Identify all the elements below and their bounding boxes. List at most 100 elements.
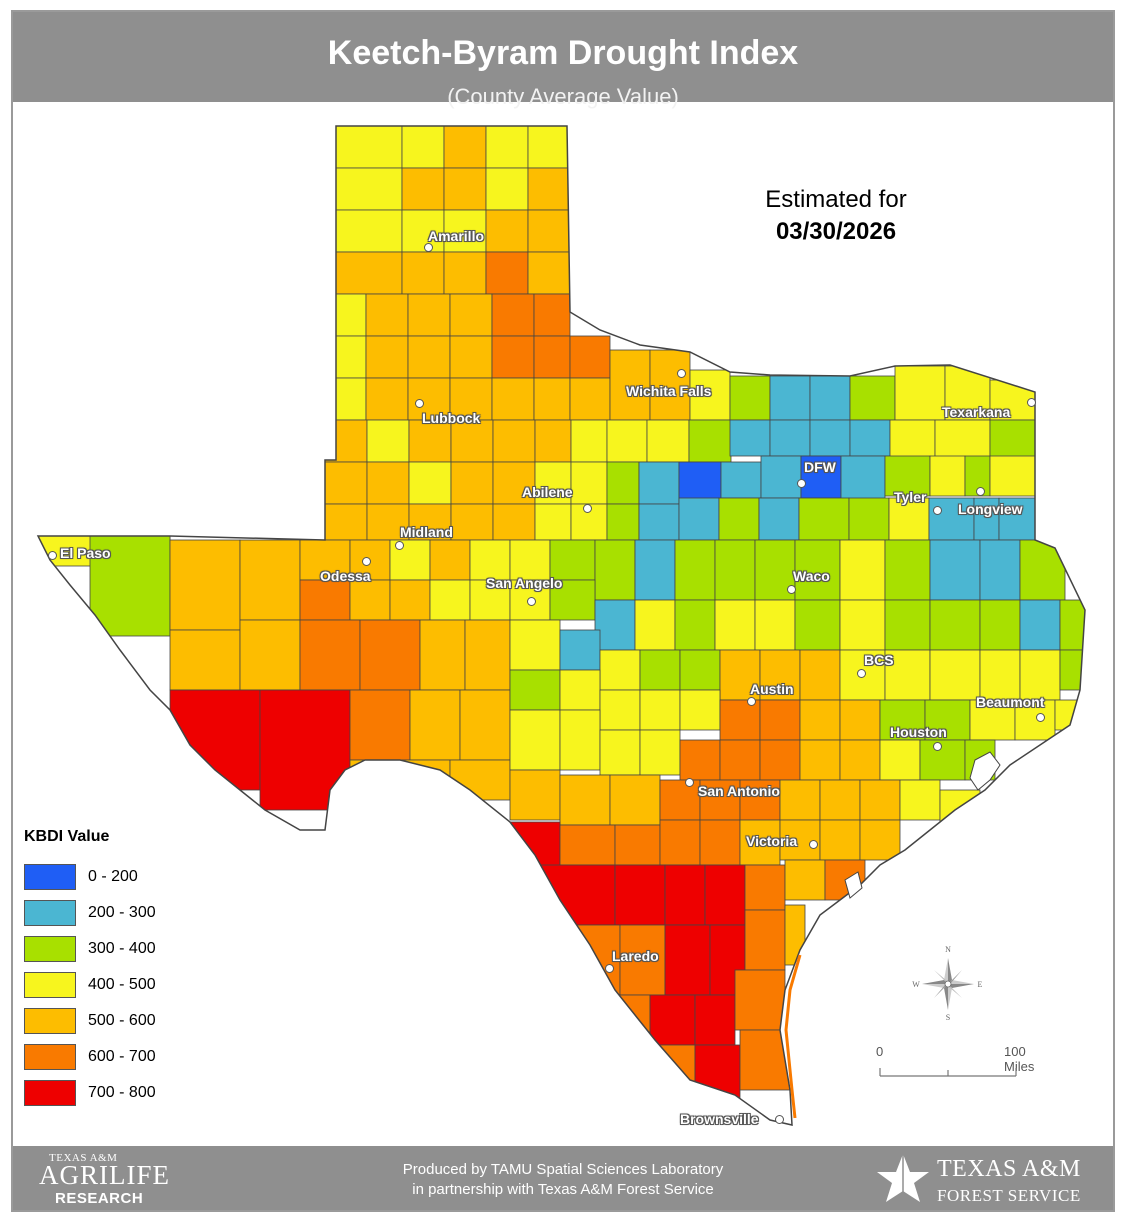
county-region [492,503,536,541]
county-region [619,924,666,996]
county-region [527,167,571,211]
county-region [634,539,676,601]
county-region [1014,699,1056,741]
county-region [569,377,611,421]
county-region [491,377,535,421]
forest-line2: FOREST SERVICE [937,1186,1081,1205]
city-label: Austin [750,681,794,697]
county-region [335,167,403,211]
county-region [769,375,811,421]
city-marker-icon [362,557,371,566]
county-region [407,293,451,337]
county-region [939,789,981,831]
county-region [534,503,572,541]
county-region [694,994,736,1046]
city-label: Beaumont [976,694,1045,710]
county-region [799,699,841,741]
city-marker-icon [605,964,614,973]
county-region [401,209,445,253]
county-region [429,539,471,581]
county-region [929,599,981,651]
city-marker-icon [415,399,424,408]
county-region [894,365,946,421]
county-region [614,864,666,926]
legend-item: 700 - 800 [24,1080,224,1116]
county-region [533,335,571,379]
county-region [744,909,786,971]
county-region [606,461,640,505]
county-region [464,619,511,691]
county-region [349,579,391,621]
county-region [469,539,511,581]
compass-s: S [946,1013,950,1022]
county-region [889,419,936,461]
county-region [549,539,596,581]
county-region [719,649,761,701]
county-region [739,1029,791,1091]
county-region [485,126,529,169]
county-region [549,579,596,621]
county-region [409,689,461,761]
county-region [359,619,421,691]
county-region [839,739,881,781]
county-region [744,864,786,911]
legend-swatch [24,1008,76,1034]
county-region [849,375,896,421]
county-region [979,599,1021,651]
agrilife-line3: RESEARCH [55,1190,144,1207]
county-region [679,649,721,691]
map-subtitle: (County Average Value) [447,84,679,109]
county-region [819,779,861,821]
city-marker-icon [775,1115,784,1124]
county-region [729,375,771,421]
estimate-box: Estimated for 03/30/2026 [736,186,936,246]
county-region [533,377,571,421]
county-region [527,251,571,295]
county-region [809,375,851,421]
county-region [335,126,403,169]
county-region [509,669,561,711]
county-region [407,377,451,421]
county-region [819,819,861,861]
county-region [664,864,706,926]
county-region [443,126,487,169]
county-region [539,864,616,926]
county-region [299,579,351,621]
county-region [634,599,676,651]
county-region [840,455,886,501]
agrilife-line2: AGRILIFE [39,1160,170,1190]
county-region [491,335,535,379]
county-region [839,539,886,601]
county-region [784,859,826,901]
scale-ruler [879,1068,1017,1077]
compass-e: E [978,980,983,989]
county-region [919,739,966,781]
credit-line1: Produced by TAMU Spatial Sciences Labora… [402,1161,724,1178]
county-region [609,349,651,421]
county-region [798,497,850,541]
county-region [408,419,452,463]
county-region [1019,539,1066,601]
county-region [646,419,690,463]
legend-item: 500 - 600 [24,1008,224,1044]
city-marker-icon [787,585,796,594]
county-region [569,335,611,379]
county-region [884,455,931,497]
county-region [759,739,801,781]
county-region [366,419,410,463]
city-marker-icon [933,742,942,751]
county-region [259,689,351,811]
city-marker-icon [933,506,942,515]
legend-label: 600 - 700 [88,1048,156,1065]
county-region [754,599,796,651]
county-region [599,689,641,731]
county-region [335,251,403,295]
county-region [799,739,841,781]
county-region [809,419,851,457]
county-regions [38,126,1085,1125]
legend-swatch [24,936,76,962]
city-label: Longview [958,501,1023,517]
legend: KBDI Value 0 - 200 200 - 300 300 - 400 400 … [24,828,224,1116]
county-region [678,461,722,505]
legend-label: 700 - 800 [88,1084,156,1101]
